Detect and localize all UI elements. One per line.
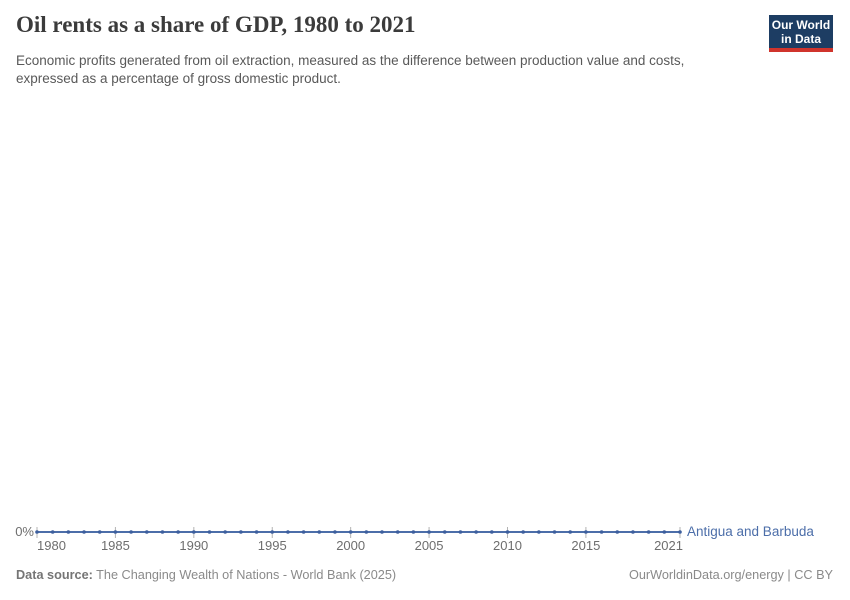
data-point[interactable]: [129, 530, 133, 534]
data-point[interactable]: [427, 530, 431, 534]
data-point[interactable]: [317, 530, 322, 534]
credit-link[interactable]: OurWorldinData.org/energy | CC BY: [628, 568, 833, 582]
data-point[interactable]: [678, 530, 682, 534]
data-point[interactable]: [615, 530, 620, 534]
data-point[interactable]: [568, 530, 573, 534]
data-source-value: The Changing Wealth of Nations - World B…: [92, 568, 397, 582]
x-axis-label: 1990: [179, 538, 209, 553]
data-point[interactable]: [631, 530, 635, 534]
x-axis-label: 2000: [336, 538, 366, 553]
data-point[interactable]: [411, 530, 416, 534]
data-point[interactable]: [35, 530, 39, 534]
data-point[interactable]: [301, 530, 306, 534]
data-source-label: Data source:: [16, 568, 93, 582]
data-point[interactable]: [176, 530, 180, 534]
x-axis-label: 1980: [37, 538, 66, 553]
data-point[interactable]: [662, 530, 667, 534]
data-point[interactable]: [239, 530, 243, 534]
data-point[interactable]: [395, 530, 400, 534]
chart-footer: Data source: The Changing Wealth of Nati…: [16, 567, 833, 583]
data-point[interactable]: [82, 530, 86, 534]
owid-logo[interactable]: Our World in Data: [769, 15, 833, 52]
x-axis-label: 2010: [493, 538, 522, 553]
data-point[interactable]: [364, 530, 369, 534]
chart-title: Oil rents as a share of GDP, 1980 to 202…: [16, 12, 416, 37]
data-point[interactable]: [333, 530, 337, 534]
series-label[interactable]: Antigua and Barbuda: [687, 524, 814, 539]
data-point[interactable]: [552, 530, 557, 534]
data-point[interactable]: [144, 530, 149, 534]
data-point[interactable]: [646, 530, 651, 534]
x-axis-label: 2005: [414, 538, 444, 553]
owid-logo-line1: Our World: [771, 17, 831, 32]
chart-subtitle: Economic profits generated from oil extr…: [16, 53, 685, 86]
data-point[interactable]: [113, 530, 118, 534]
data-point[interactable]: [474, 530, 478, 534]
data-point[interactable]: [348, 530, 353, 534]
data-point[interactable]: [97, 530, 102, 534]
data-point[interactable]: [521, 530, 525, 534]
data-point[interactable]: [458, 530, 463, 534]
data-point[interactable]: [160, 530, 165, 534]
data-point[interactable]: [490, 530, 494, 534]
data-point[interactable]: [599, 530, 604, 534]
x-axis-label: 1985: [100, 538, 130, 553]
data-point[interactable]: [270, 530, 275, 534]
data-point[interactable]: [442, 530, 447, 534]
data-source: Data source: The Changing Wealth of Nati…: [16, 567, 396, 583]
data-point[interactable]: [50, 530, 55, 534]
data-point[interactable]: [207, 530, 212, 534]
data-point[interactable]: [537, 530, 541, 534]
data-point[interactable]: [286, 530, 290, 534]
owid-logo-line2: in Data: [780, 31, 821, 46]
data-point[interactable]: [192, 530, 196, 534]
y-axis-tick-label: 0%: [15, 524, 34, 539]
x-axis-label: 2021: [654, 538, 683, 553]
data-point[interactable]: [66, 530, 71, 534]
data-point[interactable]: [254, 530, 259, 534]
data-point[interactable]: [505, 530, 510, 534]
data-point[interactable]: [584, 530, 588, 534]
x-axis-label: 1995: [257, 538, 287, 553]
data-point[interactable]: [223, 530, 227, 534]
data-point[interactable]: [380, 530, 384, 534]
x-axis-label: 2015: [571, 538, 601, 553]
